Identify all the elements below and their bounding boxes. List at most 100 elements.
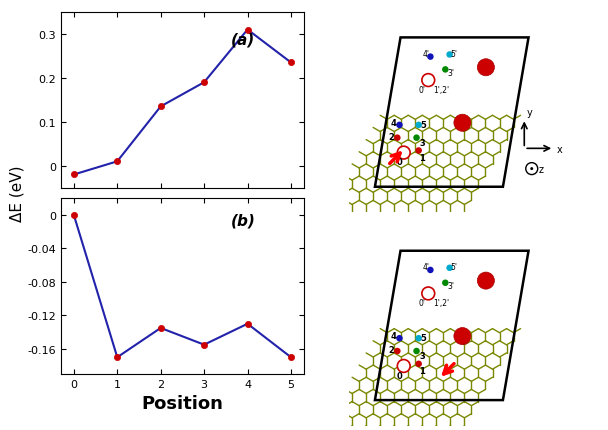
Circle shape — [428, 268, 433, 273]
Polygon shape — [342, 215, 353, 227]
Polygon shape — [426, 142, 437, 154]
Polygon shape — [391, 416, 402, 428]
Circle shape — [416, 149, 421, 154]
Polygon shape — [420, 319, 430, 331]
Polygon shape — [420, 343, 430, 355]
Polygon shape — [440, 142, 451, 154]
Circle shape — [443, 68, 448, 73]
Polygon shape — [406, 343, 416, 355]
Polygon shape — [461, 154, 472, 167]
Polygon shape — [363, 178, 374, 191]
Circle shape — [454, 328, 471, 345]
Polygon shape — [497, 118, 507, 130]
Polygon shape — [370, 379, 381, 392]
Polygon shape — [377, 130, 388, 142]
Polygon shape — [461, 130, 472, 142]
Polygon shape — [503, 130, 514, 142]
Polygon shape — [475, 178, 486, 191]
Circle shape — [416, 336, 421, 341]
Polygon shape — [398, 331, 409, 343]
Polygon shape — [454, 331, 465, 343]
Text: 4: 4 — [391, 332, 397, 341]
Polygon shape — [370, 142, 381, 154]
Polygon shape — [454, 118, 465, 130]
Polygon shape — [420, 178, 430, 191]
Polygon shape — [426, 331, 437, 343]
Polygon shape — [398, 166, 409, 179]
Polygon shape — [328, 428, 339, 430]
Polygon shape — [447, 178, 458, 191]
Polygon shape — [517, 106, 528, 118]
Text: y: y — [527, 108, 532, 118]
Polygon shape — [497, 142, 507, 154]
Text: 2: 2 — [389, 132, 395, 141]
Polygon shape — [412, 191, 423, 203]
Polygon shape — [434, 367, 444, 380]
Polygon shape — [356, 379, 367, 392]
Circle shape — [454, 115, 471, 132]
Polygon shape — [363, 203, 374, 215]
Circle shape — [398, 147, 410, 160]
Polygon shape — [412, 215, 423, 227]
Polygon shape — [384, 404, 395, 416]
Polygon shape — [391, 367, 402, 380]
Polygon shape — [420, 130, 430, 142]
Circle shape — [395, 349, 400, 354]
Polygon shape — [440, 428, 451, 430]
Text: 3: 3 — [420, 352, 426, 361]
Text: (a): (a) — [231, 33, 255, 47]
Polygon shape — [434, 154, 444, 167]
Polygon shape — [398, 215, 409, 227]
Polygon shape — [406, 367, 416, 380]
Text: 5': 5' — [451, 49, 458, 58]
Text: 3': 3' — [448, 281, 455, 290]
Polygon shape — [475, 154, 486, 167]
Polygon shape — [370, 404, 381, 416]
Polygon shape — [426, 166, 437, 179]
Polygon shape — [398, 142, 409, 154]
Polygon shape — [440, 379, 451, 392]
Polygon shape — [483, 118, 493, 130]
X-axis label: Position: Position — [142, 394, 223, 412]
Polygon shape — [475, 130, 486, 142]
Polygon shape — [461, 416, 472, 428]
Text: 4: 4 — [391, 119, 397, 128]
Circle shape — [530, 168, 533, 171]
Text: (b): (b) — [231, 213, 256, 228]
Circle shape — [416, 362, 421, 366]
Text: 0': 0' — [419, 86, 426, 95]
Polygon shape — [406, 416, 416, 428]
Polygon shape — [377, 367, 388, 380]
Text: ΔE (eV): ΔE (eV) — [9, 165, 24, 222]
Polygon shape — [398, 428, 409, 430]
Polygon shape — [483, 331, 493, 343]
Text: 3: 3 — [420, 139, 426, 148]
Polygon shape — [398, 404, 409, 416]
Polygon shape — [342, 404, 353, 416]
Polygon shape — [370, 428, 381, 430]
Polygon shape — [412, 428, 423, 430]
Polygon shape — [384, 191, 395, 203]
Polygon shape — [391, 319, 402, 331]
Polygon shape — [406, 154, 416, 167]
Polygon shape — [454, 191, 465, 203]
Polygon shape — [483, 166, 493, 179]
Polygon shape — [447, 416, 458, 428]
Circle shape — [397, 123, 402, 128]
Polygon shape — [356, 404, 367, 416]
Polygon shape — [398, 379, 409, 392]
Polygon shape — [454, 379, 465, 392]
Polygon shape — [349, 203, 360, 215]
Polygon shape — [440, 355, 451, 367]
Polygon shape — [511, 118, 521, 130]
Polygon shape — [391, 154, 402, 167]
Polygon shape — [483, 355, 493, 367]
Polygon shape — [489, 367, 500, 380]
Polygon shape — [412, 355, 423, 367]
Polygon shape — [391, 391, 402, 404]
Circle shape — [447, 53, 452, 58]
Polygon shape — [468, 355, 479, 367]
Polygon shape — [517, 319, 528, 331]
Polygon shape — [342, 428, 353, 430]
Polygon shape — [475, 391, 486, 404]
